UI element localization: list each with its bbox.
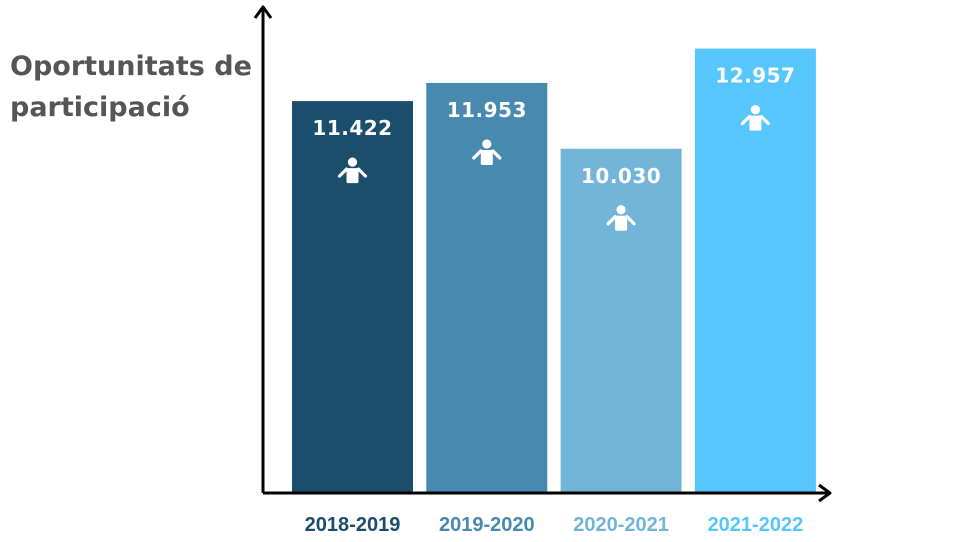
bar-value-label: 10.030 <box>581 164 661 188</box>
x-tick-label: 2021-2022 <box>708 514 804 536</box>
x-tick-label: 2018-2019 <box>305 514 401 536</box>
bar-2021-2022 <box>694 48 816 492</box>
person-icon <box>337 157 368 184</box>
person-icon <box>606 205 636 231</box>
x-tick-label: 2019-2020 <box>439 514 535 536</box>
bars-layer <box>292 48 816 493</box>
person-icon <box>740 104 771 131</box>
person-icon <box>472 139 502 165</box>
x-tick-label: 2020-2021 <box>573 514 669 536</box>
y-axis-arrow-icon <box>253 5 273 19</box>
chart-title: Oportunitats de participació <box>10 51 252 123</box>
x-axis-arrow-icon <box>818 483 832 503</box>
labels-layer: 11.422 2018-2019 11.953 2019-2020 10.030 2020… <box>305 64 804 536</box>
bar-value-label: 11.953 <box>447 98 527 122</box>
bar-2020-2021 <box>560 148 682 493</box>
bar-value-label: 11.422 <box>312 116 392 140</box>
bar-value-label: 12.957 <box>715 64 795 88</box>
axes-layer <box>253 5 832 503</box>
